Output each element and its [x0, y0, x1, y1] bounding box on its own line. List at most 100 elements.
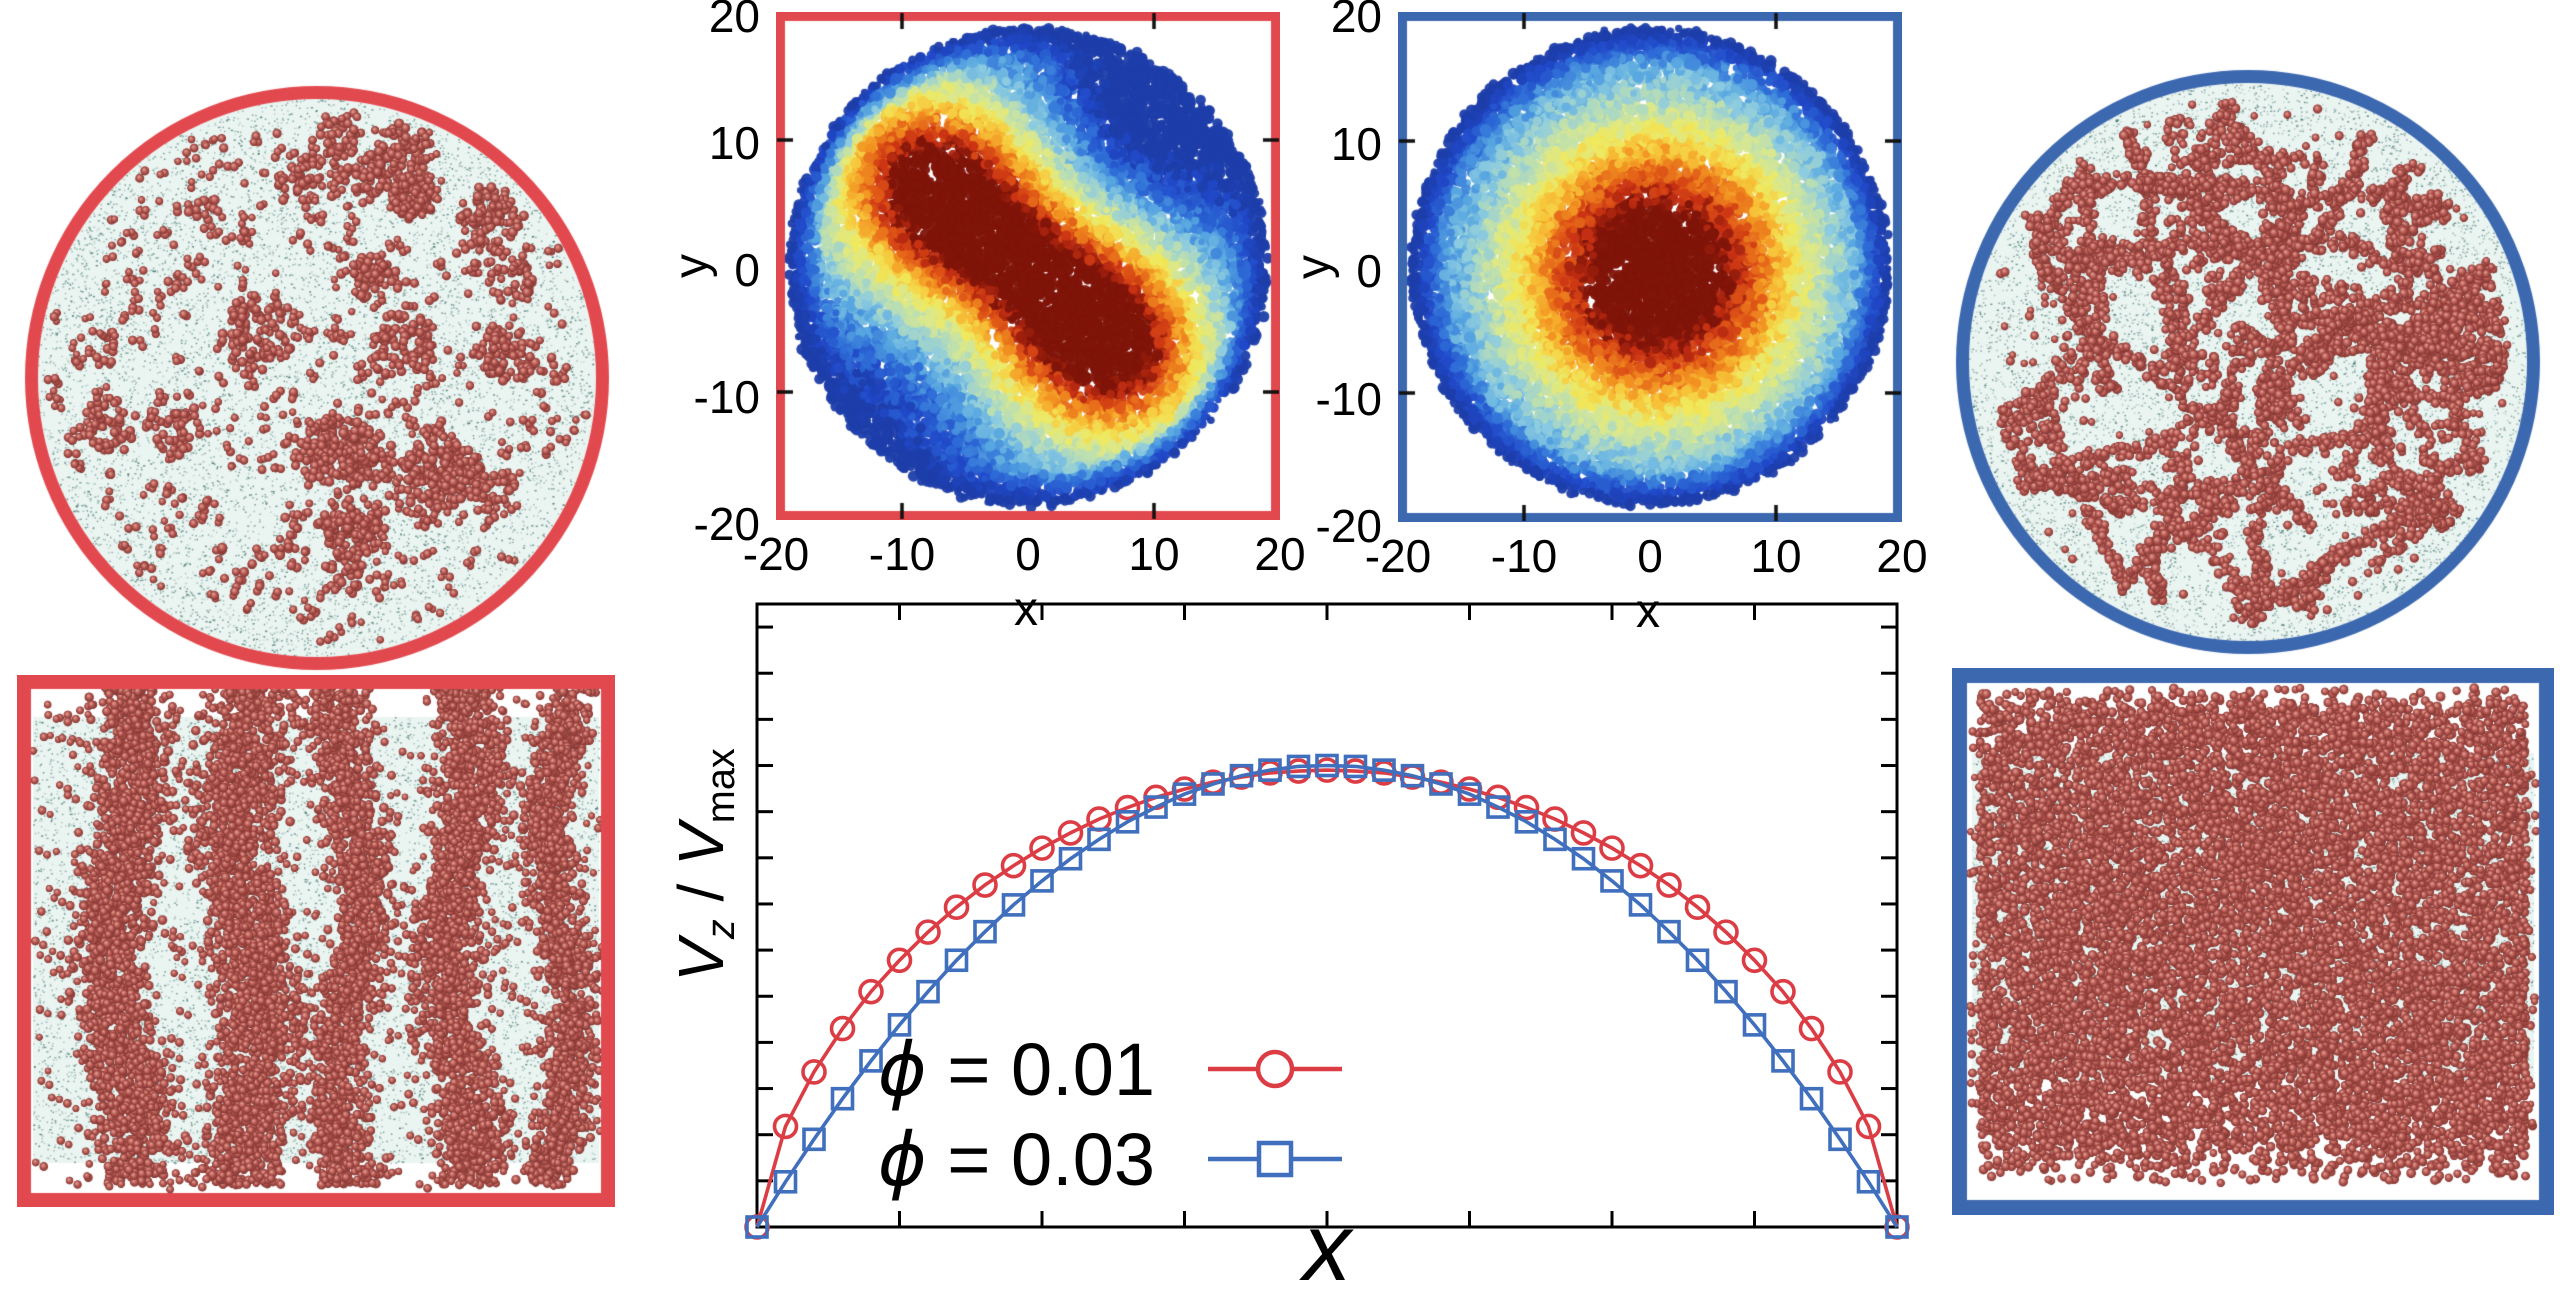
velocity-profile-svg: ϕ = 0.01ϕ = 0.03 [744, 602, 1910, 1240]
marker-square [1714, 979, 1738, 1004]
velocity-profile-chart: ϕ = 0.01 ϕ = 0.03 [740, 590, 1920, 1297]
marker-square [1229, 763, 1254, 788]
marker-square [1144, 795, 1168, 819]
marker-square [1315, 753, 1339, 778]
marker-square [1429, 772, 1453, 796]
density-map-phi003-canvas [1398, 12, 1902, 522]
marker-square [1400, 763, 1425, 788]
marker-square [1799, 1086, 1824, 1111]
x-tick-label: 0 [1637, 530, 1663, 582]
snapshot-phi001-top-view [17, 78, 617, 678]
marker-square [1087, 827, 1111, 852]
legend-label-0: ϕ = 0.01 [878, 1027, 1155, 1113]
marker-circle [1114, 794, 1141, 821]
marker-square [1628, 893, 1653, 917]
x-tick-label: 0 [1015, 528, 1041, 580]
marker-circle [1513, 794, 1540, 821]
marker-square [1258, 758, 1282, 782]
snapshot-phi003-top-view-canvas [1948, 62, 2548, 662]
marker-square [802, 1127, 826, 1152]
y-tick-label: 0 [734, 244, 760, 296]
marker-square [1457, 782, 1482, 806]
marker-circle [1713, 919, 1739, 945]
marker-square [1600, 869, 1624, 893]
marker-square [1514, 810, 1539, 834]
marker-square [1742, 1013, 1767, 1037]
marker-square [1543, 827, 1567, 852]
marker-square [1201, 772, 1225, 796]
marker-square [944, 948, 969, 973]
x-tick-label: 20 [1876, 530, 1928, 582]
y-tick-label: -10 [693, 371, 760, 423]
marker-circle [1627, 852, 1654, 879]
marker-circle [1741, 947, 1768, 974]
velocity-profile-ylabel: Vz / Vmax [665, 748, 744, 982]
marker-square [1058, 846, 1083, 871]
y-tick-label: -20 [693, 498, 760, 550]
y-tick-label: -10 [1315, 372, 1382, 425]
heatmap-ylabel: y [665, 254, 718, 278]
marker-circle [1770, 978, 1796, 1005]
y-tick-label: 10 [708, 117, 760, 169]
marker-circle [972, 872, 998, 898]
marker-square [1286, 754, 1311, 779]
y-tick-label: 20 [708, 0, 760, 42]
marker-circle [1855, 1113, 1882, 1140]
marker-square [1343, 754, 1368, 779]
snapshot-phi001-cross-section-canvas [17, 675, 615, 1207]
x-tick-label: -10 [868, 528, 936, 580]
marker-circle [858, 978, 884, 1005]
snapshot-phi003-cross-section-canvas [1952, 668, 2554, 1215]
x-tick-label: -20 [742, 528, 810, 580]
marker-circle [829, 1015, 856, 1042]
marker-circle [801, 1059, 827, 1085]
marker-circle [1057, 820, 1084, 846]
marker-circle [1656, 872, 1682, 898]
heatmap-ylabel: y [1287, 255, 1340, 279]
marker-square [1001, 893, 1026, 917]
snapshot-phi001-top-view-canvas [17, 78, 617, 678]
marker-square [859, 1049, 883, 1073]
marker-circle [1827, 1059, 1853, 1085]
marker-circle [943, 894, 970, 920]
x-tick-label: -20 [1364, 530, 1432, 582]
marker-square [1486, 795, 1510, 819]
marker-square [1030, 869, 1054, 893]
marker-square [1771, 1049, 1795, 1073]
x-tick-label: 10 [1750, 530, 1802, 582]
snapshot-phi003-cross-section [1952, 668, 2554, 1215]
marker-square [973, 919, 997, 944]
marker-square [887, 1013, 912, 1037]
x-tick-label: 10 [1128, 528, 1180, 580]
legend-marker-circle [1255, 1049, 1295, 1089]
marker-square [1685, 948, 1710, 973]
y-tick-label: 0 [1356, 245, 1382, 297]
marker-circle [1684, 894, 1711, 920]
marker-square [830, 1086, 855, 1111]
snapshot-phi003-top-view [1948, 62, 2548, 662]
y-tick-label: 20 [1330, 0, 1382, 42]
x-tick-label: 20 [1254, 528, 1306, 580]
marker-square [1571, 846, 1596, 871]
marker-circle [1599, 835, 1625, 861]
marker-square [916, 979, 940, 1004]
marker-square [1115, 810, 1140, 834]
density-map-phi001 [776, 12, 1280, 520]
marker-square [745, 1215, 769, 1239]
y-tick-label: 10 [1330, 117, 1382, 170]
marker-circle [1798, 1015, 1825, 1042]
velocity-profile-xlabel: x [1303, 1194, 1351, 1297]
marker-square [1657, 919, 1681, 944]
legend-label-1: ϕ = 0.03 [878, 1117, 1155, 1203]
marker-square [773, 1169, 798, 1194]
marker-circle [1570, 820, 1597, 846]
marker-circle [886, 947, 913, 974]
legend-marker-square [1256, 1140, 1294, 1178]
snapshot-phi001-cross-section [17, 675, 615, 1207]
marker-square [1172, 782, 1197, 806]
y-tick-label: -20 [1315, 500, 1382, 552]
marker-circle [915, 919, 941, 945]
marker-circle [1000, 852, 1027, 879]
marker-square [1885, 1215, 1909, 1239]
